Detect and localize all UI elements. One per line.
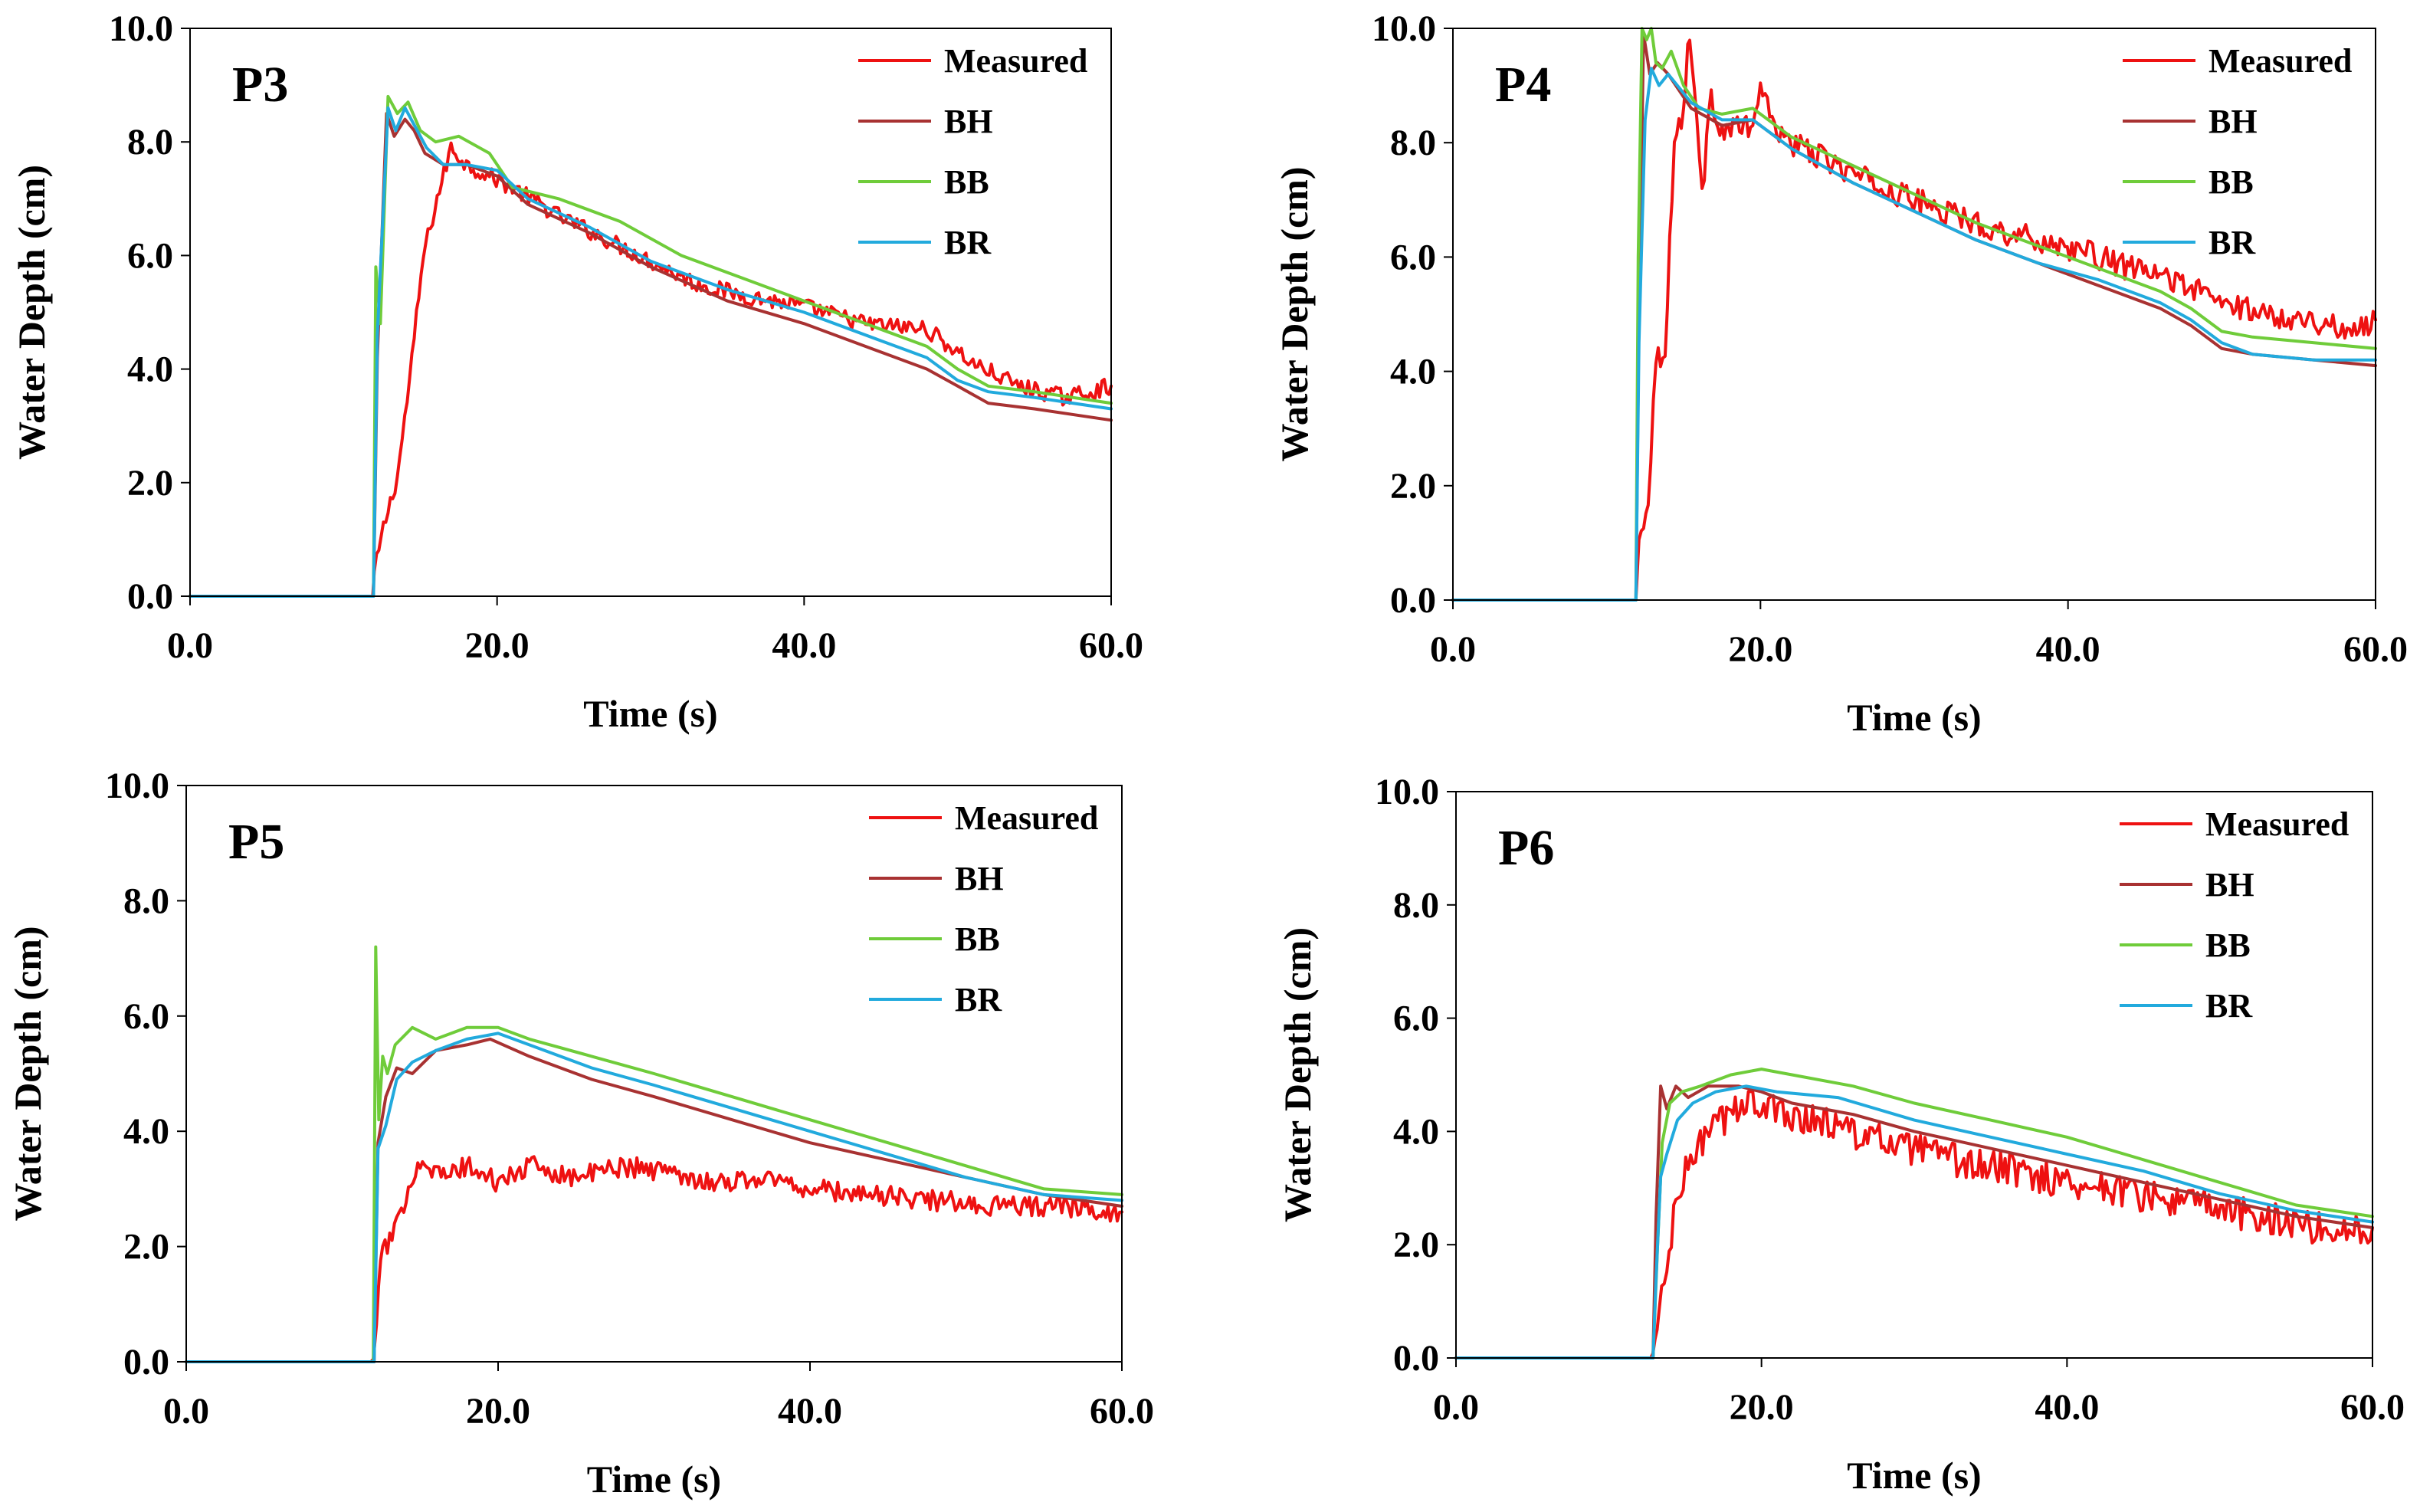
y-tick-label: 0.0: [123, 1342, 169, 1382]
legend-label-measured: Measured: [944, 42, 1087, 80]
y-tick-label: 2.0: [1390, 466, 1436, 507]
series-line-br: [1454, 1084, 2374, 1359]
series-line-br: [185, 1032, 1123, 1363]
legend-label-bb: BB: [944, 163, 989, 201]
y-tick-label: 4.0: [1390, 352, 1436, 392]
series-line-bb: [1454, 1068, 2374, 1359]
x-axis-label: Time (s): [1847, 696, 1981, 739]
y-tick-label: 2.0: [123, 1227, 169, 1268]
legend-label-measured: Measured: [2205, 805, 2349, 843]
legend-label-bb: BB: [955, 920, 1000, 958]
legend-label-measured: Measured: [2208, 42, 2352, 80]
legend-label-bb: BB: [2205, 927, 2251, 964]
chart-panel-p6: 0.0 2.0 4.0 6.0 8.0 10.0 0.0 20.0 40.0 60.0 Time (…: [1276, 772, 2405, 1497]
legend-label-br: BR: [2205, 987, 2253, 1025]
x-axis-label: Time (s): [587, 1458, 721, 1501]
y-axis-label: Water Depth (cm): [10, 165, 53, 460]
series-line-bh: [189, 112, 1113, 598]
y-tick-label: 10.0: [105, 766, 169, 806]
series-line-br: [1451, 67, 2377, 602]
y-tick-label: 6.0: [1393, 999, 1439, 1039]
y-tick-label: 0.0: [1390, 580, 1436, 621]
y-tick-label: 6.0: [127, 235, 173, 276]
y-tick-label: 6.0: [1390, 237, 1436, 277]
series-line-measured: [189, 141, 1113, 598]
legend-label-bh: BH: [2205, 866, 2254, 904]
x-tick-label: 60.0: [1079, 625, 1143, 666]
chart-panel-p3: 0.0 2.0 4.0 6.0 8.0 10.0 0.0 20.0 40.0 60.0 Time (…: [10, 8, 1143, 735]
series-line-bh: [1454, 1084, 2374, 1359]
legend-label-br: BR: [955, 981, 1002, 1018]
y-tick-label: 4.0: [127, 349, 173, 390]
panel-title: P4: [1495, 57, 1551, 113]
panel-title: P5: [228, 814, 284, 870]
legend-label-br: BR: [2208, 224, 2256, 261]
x-tick-label: 40.0: [778, 1391, 842, 1432]
x-tick-label: 20.0: [466, 1391, 530, 1432]
x-tick-label: 40.0: [2035, 1387, 2099, 1428]
y-axis-label: Water Depth (cm): [1276, 927, 1319, 1222]
series-line-bb: [1451, 27, 2377, 602]
y-axis-label: Water Depth (cm): [1273, 166, 1316, 461]
y-tick-label: 2.0: [127, 463, 173, 503]
series-line-bb: [185, 945, 1123, 1363]
series-line-bh: [185, 1037, 1123, 1363]
y-tick-label: 10.0: [1375, 772, 1439, 812]
x-tick-label: 40.0: [772, 625, 836, 666]
y-tick-label: 6.0: [123, 996, 169, 1037]
legend-label-bh: BH: [955, 860, 1004, 897]
y-axis-label: Water Depth (cm): [6, 926, 49, 1221]
y-tick-label: 4.0: [1393, 1111, 1439, 1152]
series-line-measured: [185, 1155, 1123, 1363]
y-tick-label: 8.0: [127, 122, 173, 162]
x-axis-label: Time (s): [583, 692, 717, 735]
x-tick-label: 20.0: [1728, 629, 1792, 670]
x-tick-label: 0.0: [1430, 629, 1476, 670]
plot-frame: [1452, 28, 2376, 601]
chart-panel-p4: 0.0 2.0 4.0 6.0 8.0 10.0 0.0 20.0 40.0 60.0 Time (…: [1273, 8, 2408, 739]
y-tick-label: 0.0: [1393, 1338, 1439, 1379]
y-tick-label: 8.0: [1393, 885, 1439, 926]
x-tick-label: 0.0: [163, 1391, 209, 1432]
legend-label-bh: BH: [944, 103, 993, 140]
y-tick-label: 8.0: [1390, 123, 1436, 163]
legend-label-bh: BH: [2208, 103, 2258, 140]
series-line-br: [189, 106, 1113, 598]
y-tick-label: 8.0: [123, 881, 169, 921]
x-tick-label: 60.0: [2340, 1387, 2405, 1428]
x-axis-label: Time (s): [1847, 1454, 1981, 1497]
y-tick-label: 4.0: [123, 1111, 169, 1152]
legend-label-bb: BB: [2208, 163, 2254, 201]
y-tick-label: 2.0: [1393, 1225, 1439, 1265]
x-tick-label: 0.0: [167, 625, 213, 666]
x-tick-label: 20.0: [465, 625, 530, 666]
legend-label-measured: Measured: [955, 799, 1098, 837]
legend-label-br: BR: [944, 224, 992, 261]
plot-frame: [185, 785, 1123, 1363]
chart-panel-p5: 0.0 2.0 4.0 6.0 8.0 10.0 0.0 20.0 40.0 60.0 Time (…: [6, 766, 1154, 1501]
x-tick-label: 60.0: [2343, 629, 2408, 670]
plot-frame: [1455, 791, 2373, 1359]
panel-title: P3: [232, 57, 288, 113]
x-tick-label: 0.0: [1433, 1387, 1479, 1428]
x-tick-label: 40.0: [2036, 629, 2100, 670]
x-tick-label: 20.0: [1730, 1387, 1794, 1428]
x-tick-label: 60.0: [1090, 1391, 1154, 1432]
plot-frame: [189, 28, 1112, 597]
panel-title: P6: [1498, 820, 1554, 876]
y-tick-label: 10.0: [1372, 8, 1436, 49]
y-tick-label: 10.0: [109, 8, 173, 49]
y-tick-label: 0.0: [127, 576, 173, 617]
